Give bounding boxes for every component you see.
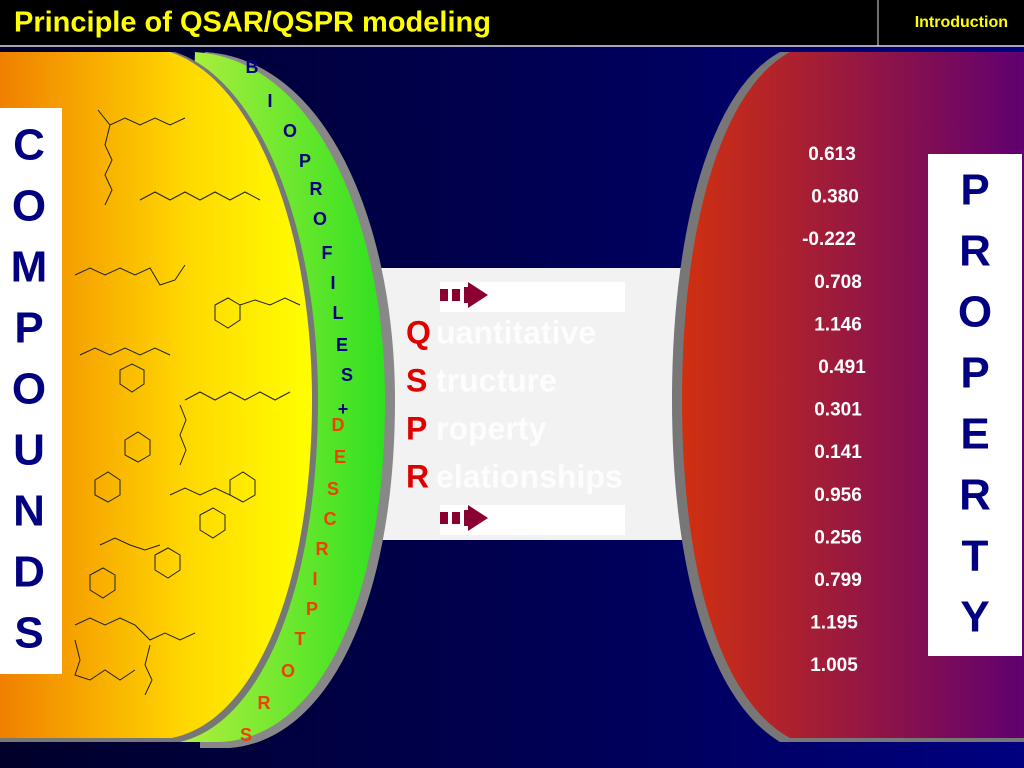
molecule xyxy=(229,471,256,503)
compounds-letter: S xyxy=(14,609,43,658)
molecule xyxy=(154,547,181,579)
molecule xyxy=(74,639,136,681)
property-value: 1.005 xyxy=(810,655,858,676)
descriptor-letter: I xyxy=(330,273,335,293)
descriptor-letter: S xyxy=(240,725,252,745)
acronym-initial: P xyxy=(406,410,427,446)
molecule xyxy=(139,191,261,201)
property-value: 0.301 xyxy=(814,400,862,421)
property-letter: O xyxy=(958,288,992,337)
property-value: 0.708 xyxy=(814,272,862,293)
property-letter: Y xyxy=(960,593,989,642)
arrow xyxy=(440,282,488,308)
property-value: 1.146 xyxy=(814,314,862,335)
molecule xyxy=(99,537,161,551)
compounds-letter: M xyxy=(11,243,48,292)
property-value: 0.613 xyxy=(808,144,856,165)
descriptor-letter: P xyxy=(306,599,318,619)
molecule xyxy=(214,297,241,329)
acronym-initial: Q xyxy=(406,314,431,350)
molecule xyxy=(79,347,171,356)
property-value: 0.491 xyxy=(818,357,866,378)
molecule xyxy=(119,363,145,393)
acronym-rest: uantitative xyxy=(436,314,596,350)
descriptor-letter: F xyxy=(322,243,333,263)
compounds-letter: O xyxy=(12,365,46,414)
property-box xyxy=(928,154,1022,656)
molecule xyxy=(74,617,196,641)
compounds-letter: N xyxy=(13,487,45,536)
molecule xyxy=(89,567,116,599)
molecule xyxy=(144,644,153,696)
molecule xyxy=(199,507,226,539)
descriptor-letter: E xyxy=(334,447,346,467)
property-letter: R xyxy=(959,471,991,520)
descriptor-letter: R xyxy=(316,539,329,559)
molecule xyxy=(124,431,151,463)
descriptor-letter: R xyxy=(310,179,323,199)
molecule xyxy=(184,391,291,401)
descriptor-letter: S xyxy=(327,479,339,499)
compounds-letter: D xyxy=(13,548,45,597)
molecule xyxy=(169,487,231,496)
property-value: 0.799 xyxy=(814,570,862,591)
header-band xyxy=(0,0,1024,46)
descriptor-letter: I xyxy=(312,569,317,589)
property-letter: R xyxy=(959,227,991,276)
molecule-sketches xyxy=(74,109,301,696)
molecule xyxy=(104,124,113,206)
descriptor-letter: E xyxy=(336,335,348,355)
descriptor-letter: S xyxy=(341,365,353,385)
property-value: -0.222 xyxy=(802,229,856,250)
descriptor-letter: P xyxy=(299,151,311,171)
acronym-rest: roperty xyxy=(436,410,546,446)
descriptor-letter: O xyxy=(281,661,295,681)
descriptor-letter: C xyxy=(324,509,337,529)
acronym-initial: R xyxy=(406,458,429,494)
descriptor-letter: I xyxy=(267,91,272,111)
acronym-initial: S xyxy=(406,362,427,398)
center-band xyxy=(360,268,690,540)
compounds-letter: C xyxy=(13,121,45,170)
compounds-letter: U xyxy=(13,426,45,475)
molecule xyxy=(74,264,186,286)
descriptor-letter: L xyxy=(333,303,344,323)
property-value: 0.141 xyxy=(814,442,862,463)
property-value: 0.956 xyxy=(814,485,862,506)
descriptor-letter: D xyxy=(332,415,345,435)
property-letter: P xyxy=(960,166,989,215)
title: Principle of QSAR/QSPR modeling xyxy=(14,7,491,39)
compounds-box xyxy=(0,108,62,674)
property-value: 1.195 xyxy=(810,613,858,634)
descriptor-letter: O xyxy=(313,209,327,229)
descriptor-letter: T xyxy=(295,629,306,649)
compounds-letter: O xyxy=(12,182,46,231)
molecule xyxy=(179,404,187,466)
descriptor-letter: O xyxy=(283,121,297,141)
property-value: 0.380 xyxy=(811,187,859,208)
compound-shape xyxy=(0,52,312,738)
section-label: Introduction xyxy=(915,14,1008,31)
descriptor-letter: R xyxy=(258,693,271,713)
descriptor-letter: + xyxy=(338,399,349,419)
molecule xyxy=(94,471,121,503)
property-letter: E xyxy=(960,410,989,459)
acronym-rest: tructure xyxy=(436,362,557,398)
property-value: 0.256 xyxy=(814,527,862,548)
molecule xyxy=(239,297,301,306)
compounds-letter: P xyxy=(14,304,43,353)
arrow xyxy=(440,505,488,531)
property-letter: T xyxy=(962,532,989,581)
acronym-rest: elationships xyxy=(436,458,623,494)
descriptor-letter: B xyxy=(246,57,259,77)
property-letter: P xyxy=(960,349,989,398)
